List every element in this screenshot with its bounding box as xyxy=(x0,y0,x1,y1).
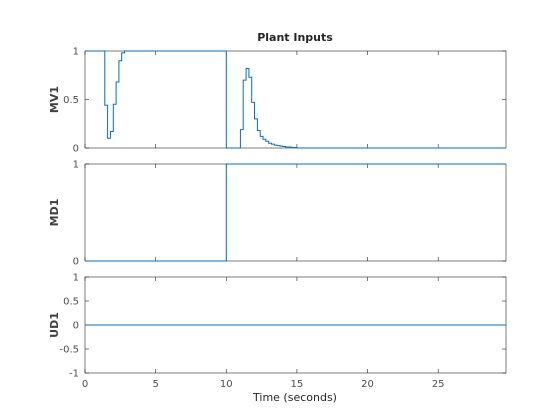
y-axis-label: MD1 xyxy=(48,199,61,227)
axes-box xyxy=(84,163,507,262)
y-tick-label: 0.5 xyxy=(63,95,79,106)
y-tick-label: -1 xyxy=(69,369,79,380)
y-tick-label: 1 xyxy=(73,273,79,284)
subplot-mv1: 0 0.5 1 MV1 xyxy=(48,47,507,155)
x-tick-label: 0 xyxy=(82,379,88,390)
axes-box xyxy=(84,50,507,149)
chart-title: Plant Inputs xyxy=(257,31,333,44)
y-tick-label: 0 xyxy=(73,321,79,332)
y-axis-label: MV1 xyxy=(48,86,61,113)
x-axis-label: Time (seconds) xyxy=(252,391,337,404)
y-tick-label: 0 xyxy=(73,144,79,155)
y-tick-label: 1 xyxy=(73,160,79,171)
subplot-md1: 0 1 MD1 xyxy=(48,160,507,268)
y-tick-label: 0.5 xyxy=(63,297,79,308)
x-tick-label: 20 xyxy=(361,379,374,390)
y-axis-label: UD1 xyxy=(48,312,61,338)
x-tick-label: 5 xyxy=(152,379,158,390)
x-tick-label: 15 xyxy=(291,379,304,390)
series-line-mv1 xyxy=(85,50,506,149)
series-line-md1 xyxy=(85,163,506,262)
y-tick-label: -0.5 xyxy=(59,345,79,356)
y-tick-label: 1 xyxy=(73,47,79,58)
x-tick-label: 10 xyxy=(220,379,233,390)
x-tick-label: 25 xyxy=(432,379,445,390)
y-tick-label: 0 xyxy=(73,257,79,268)
